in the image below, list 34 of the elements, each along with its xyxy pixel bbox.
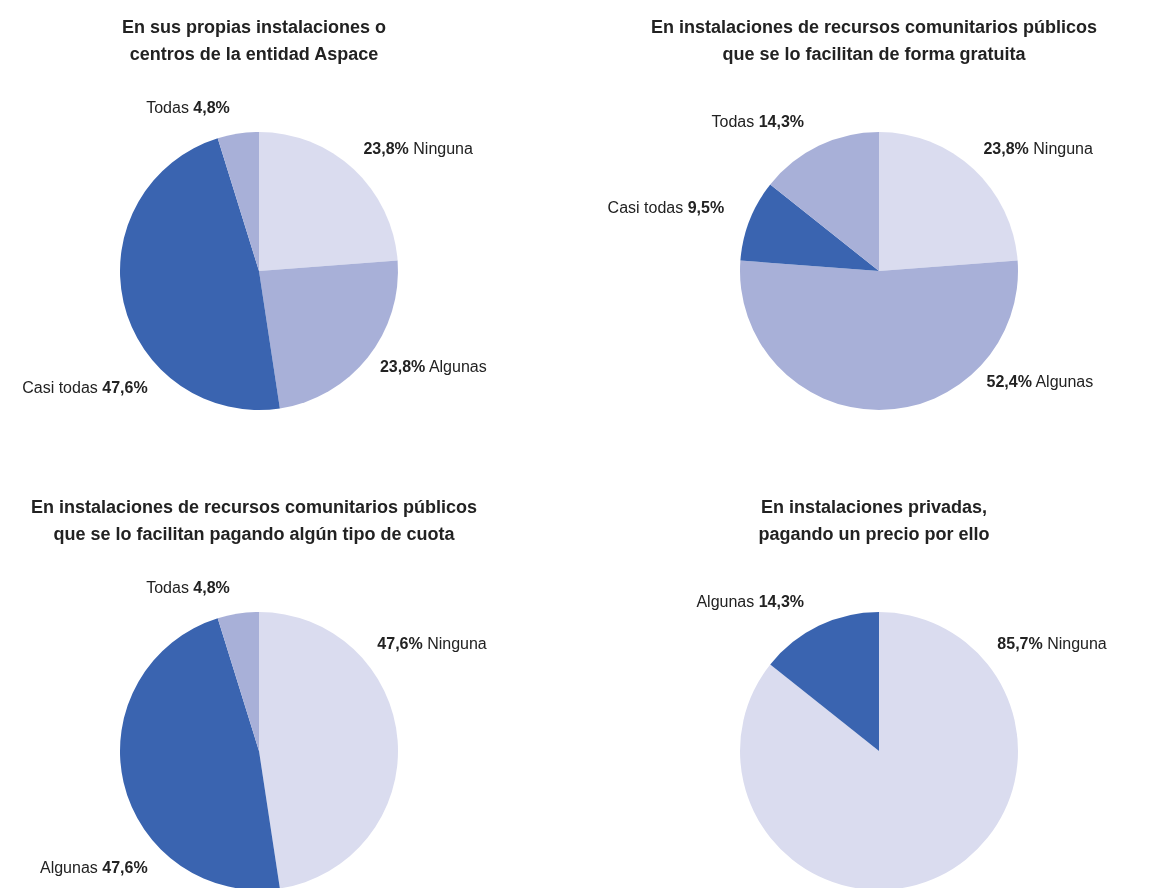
data-label: 47,6% [377,634,423,652]
data-label: 85,7% [997,634,1043,652]
data-label: 52,4% [986,373,1032,391]
slice-label: Todas [146,578,194,596]
slice-label: Ninguna [1028,139,1093,157]
chart-title: En instalaciones privadas, pagando un precio por ello [757,496,991,546]
slice-label: Algunas [39,858,103,876]
data-label: 14,3% [758,592,805,610]
data-label: 4,8% [193,578,230,596]
pie-slice [770,612,879,751]
slice-label: Ninguna [408,139,473,157]
chart-title: En instalaciones de recursos comunitarios públicos que se lo facilitan pagando algún tipo de cuota [29,496,479,546]
pie-slice [217,132,259,271]
data-label: 4,8% [193,98,230,116]
slice-label: Algunas [425,358,487,376]
slice-label: Ninguna [1042,634,1107,652]
chart-title: En sus propias instalaciones o centros de la entidad Aspace [120,16,388,66]
slice-label: Casi todas [22,378,103,396]
data-label: 23,8% [983,139,1029,157]
data-label: 47,6% [102,858,148,876]
data-label: 23,8% [379,358,426,376]
pie-slice [217,612,259,751]
slice-label: Todas [711,112,759,130]
data-label: 14,3% [758,112,805,130]
slice-label: Ninguna [422,634,487,652]
pie-slice [740,184,879,271]
slice-label: Algunas [1031,373,1094,391]
slice-label: Todas [146,98,194,116]
chart-title: En instalaciones de recursos comunitarios públicos que se lo facilitan de forma gratuita [649,16,1099,66]
data-label: 47,6% [102,378,148,396]
slice-label: Algunas [696,592,759,610]
slice-label: Casi todas [607,199,688,217]
data-label: 23,8% [363,139,409,157]
data-label: 9,5% [687,199,725,217]
